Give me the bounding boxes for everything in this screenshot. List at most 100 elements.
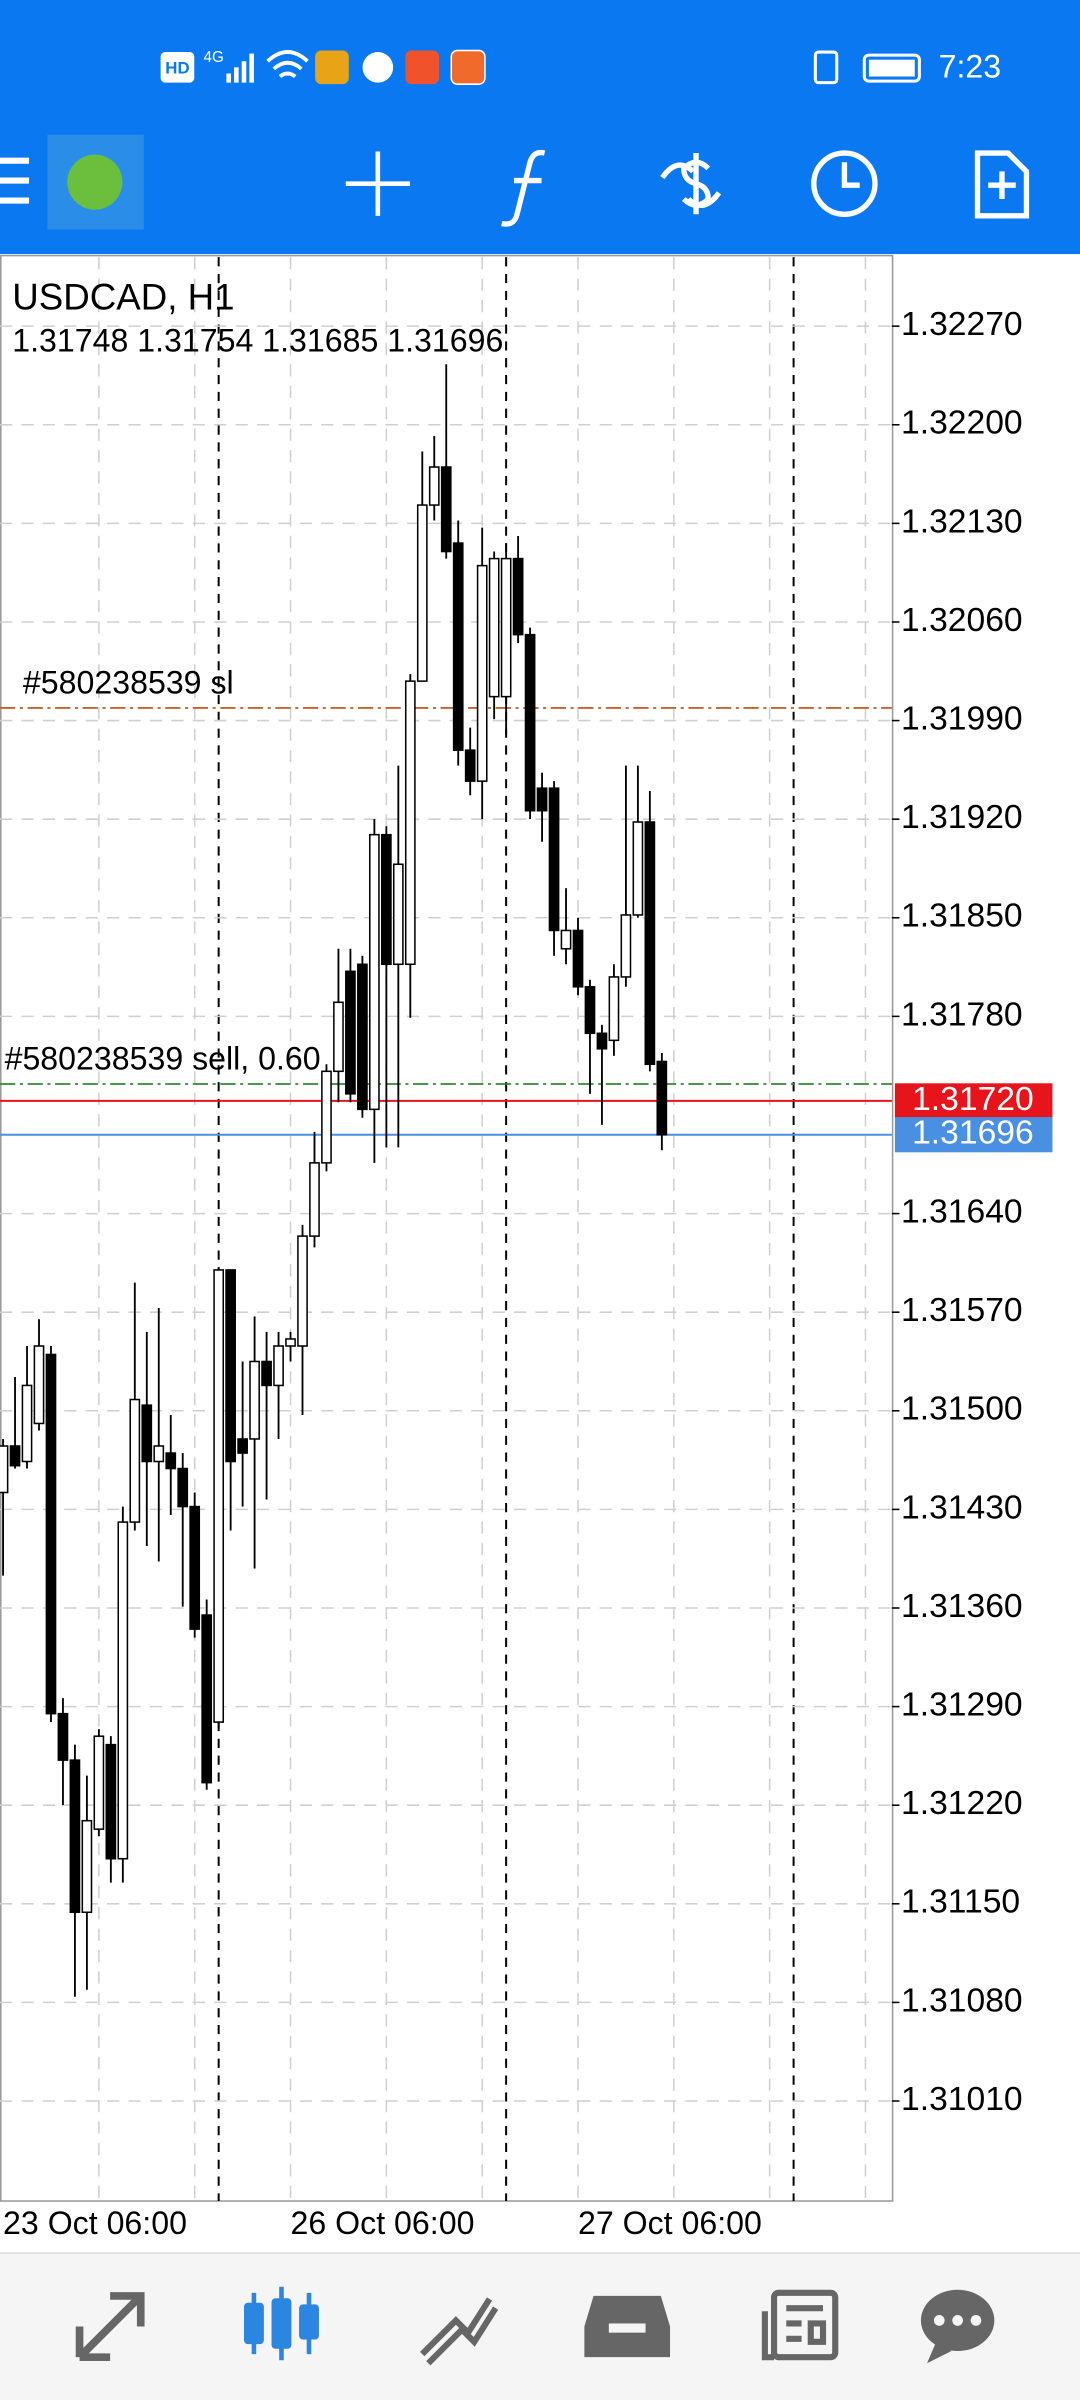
- vibrate-icon: [813, 50, 839, 85]
- candle-body: [464, 749, 476, 782]
- candle-body: [297, 1235, 308, 1347]
- bid-box: [894, 1117, 1053, 1153]
- candle-body: [548, 787, 560, 932]
- candle-body: [21, 1384, 33, 1463]
- candle-body: [249, 1360, 260, 1440]
- trade-button[interactable]: [660, 153, 722, 215]
- new-order-button[interactable]: [974, 150, 1030, 219]
- news-tab[interactable]: [761, 2289, 839, 2361]
- order-line-label: #580238539 sl: [23, 664, 234, 700]
- candle-body: [45, 1353, 57, 1715]
- history-tab[interactable]: [584, 2295, 671, 2358]
- candle-body: [584, 986, 596, 1035]
- candle-body: [512, 557, 524, 636]
- y-tick-label: 1.31640: [901, 1193, 1023, 1230]
- candle-body: [416, 504, 428, 682]
- x-tick-label: 23 Oct 06:00: [3, 2205, 187, 2241]
- crosshair-button[interactable]: [345, 151, 410, 216]
- candle-body: [608, 976, 620, 1042]
- ask-box: [894, 1083, 1053, 1119]
- network-text: 4G: [203, 49, 223, 66]
- candle-body: [81, 1819, 93, 1914]
- menu-button[interactable]: [0, 157, 30, 204]
- candle-body: [237, 1438, 248, 1454]
- quotes-tab[interactable]: [75, 2292, 145, 2361]
- y-tick-label: 1.32130: [901, 503, 1023, 540]
- candle-body: [596, 1032, 608, 1050]
- app-icon: [405, 50, 440, 85]
- candle-body: [644, 821, 656, 1066]
- y-tick-label: 1.32200: [901, 405, 1023, 442]
- candle-body: [0, 1445, 9, 1494]
- candle-body: [129, 1398, 141, 1523]
- wifi-icon: [266, 50, 309, 79]
- candle-body: [33, 1345, 45, 1425]
- y-tick-label: 1.31850: [901, 898, 1023, 935]
- candle-body: [656, 1060, 668, 1136]
- bid-label: 1.31696: [912, 1115, 1034, 1152]
- indicator-button[interactable]: [501, 149, 546, 227]
- candle-body: [93, 1735, 105, 1830]
- candle-body: [153, 1445, 165, 1463]
- candle-body: [500, 557, 512, 698]
- candle-body: [345, 970, 356, 1095]
- ask-label: 1.31720: [912, 1081, 1034, 1118]
- hd-badge: [160, 52, 195, 83]
- candle-body: [285, 1338, 296, 1347]
- candle-body: [189, 1505, 201, 1630]
- candle-body: [560, 929, 572, 950]
- battery-icon: [862, 53, 921, 83]
- y-tick-label: 1.31780: [901, 996, 1023, 1033]
- candle-body: [69, 1759, 81, 1914]
- chat-tab[interactable]: [920, 2289, 995, 2364]
- candle-body: [380, 833, 392, 966]
- y-tick-label: 1.31920: [901, 799, 1023, 836]
- y-tick-label: 1.31220: [901, 1785, 1023, 1822]
- candle-body: [261, 1360, 272, 1387]
- hd-text: HD: [165, 58, 189, 77]
- signal-icon: [226, 53, 254, 83]
- candle-body: [57, 1712, 69, 1761]
- plot: #580238539 sl #580238539 sell, 0.60: [0, 257, 892, 2202]
- candle-body: [165, 1452, 177, 1470]
- x-tick-label: 27 Oct 06:00: [578, 2205, 762, 2241]
- timeframe-button[interactable]: [811, 150, 878, 217]
- app-icon: [362, 52, 394, 83]
- app-icon: [450, 49, 486, 85]
- trade-tab[interactable]: [420, 2297, 499, 2366]
- battery-level: [868, 59, 915, 77]
- candle-body: [9, 1445, 21, 1467]
- chart-subtitle: 1.31748 1.31754 1.31685 1.31696: [12, 322, 503, 358]
- app-logo-mark: [67, 154, 123, 210]
- y-tick-label: 1.32060: [901, 602, 1023, 639]
- candle-body: [572, 929, 584, 988]
- y-tick-label: 1.31500: [901, 1391, 1023, 1428]
- order-line-label: #580238539 sell, 0.60: [5, 1041, 321, 1077]
- candle-body: [536, 787, 548, 812]
- candle-body: [392, 863, 404, 966]
- candle-body: [488, 557, 500, 698]
- chart-title: USDCAD, H1: [12, 277, 234, 318]
- y-tick-label: 1.31990: [901, 700, 1023, 737]
- candle-body: [632, 821, 644, 916]
- candle-body: [141, 1404, 153, 1463]
- candle-body: [309, 1162, 320, 1237]
- candle-body: [117, 1521, 129, 1860]
- y-tick-label: 1.32270: [901, 306, 1023, 343]
- x-tick-label: 26 Oct 06:00: [291, 2205, 475, 2241]
- candle-body: [333, 1001, 344, 1073]
- bottom-nav: [0, 2253, 1080, 2400]
- app-bar: [0, 0, 1080, 255]
- candle-body: [620, 914, 632, 978]
- candle-body: [225, 1269, 236, 1463]
- chart-tab[interactable]: [243, 2286, 319, 2361]
- y-tick-label: 1.31430: [901, 1489, 1023, 1526]
- app-icon: [315, 50, 349, 85]
- candle-body: [177, 1467, 189, 1508]
- candle-body: [273, 1345, 284, 1387]
- chart-frame: [0, 254, 894, 2202]
- candle-body: [452, 542, 464, 751]
- y-tick-label: 1.31080: [901, 1982, 1023, 2019]
